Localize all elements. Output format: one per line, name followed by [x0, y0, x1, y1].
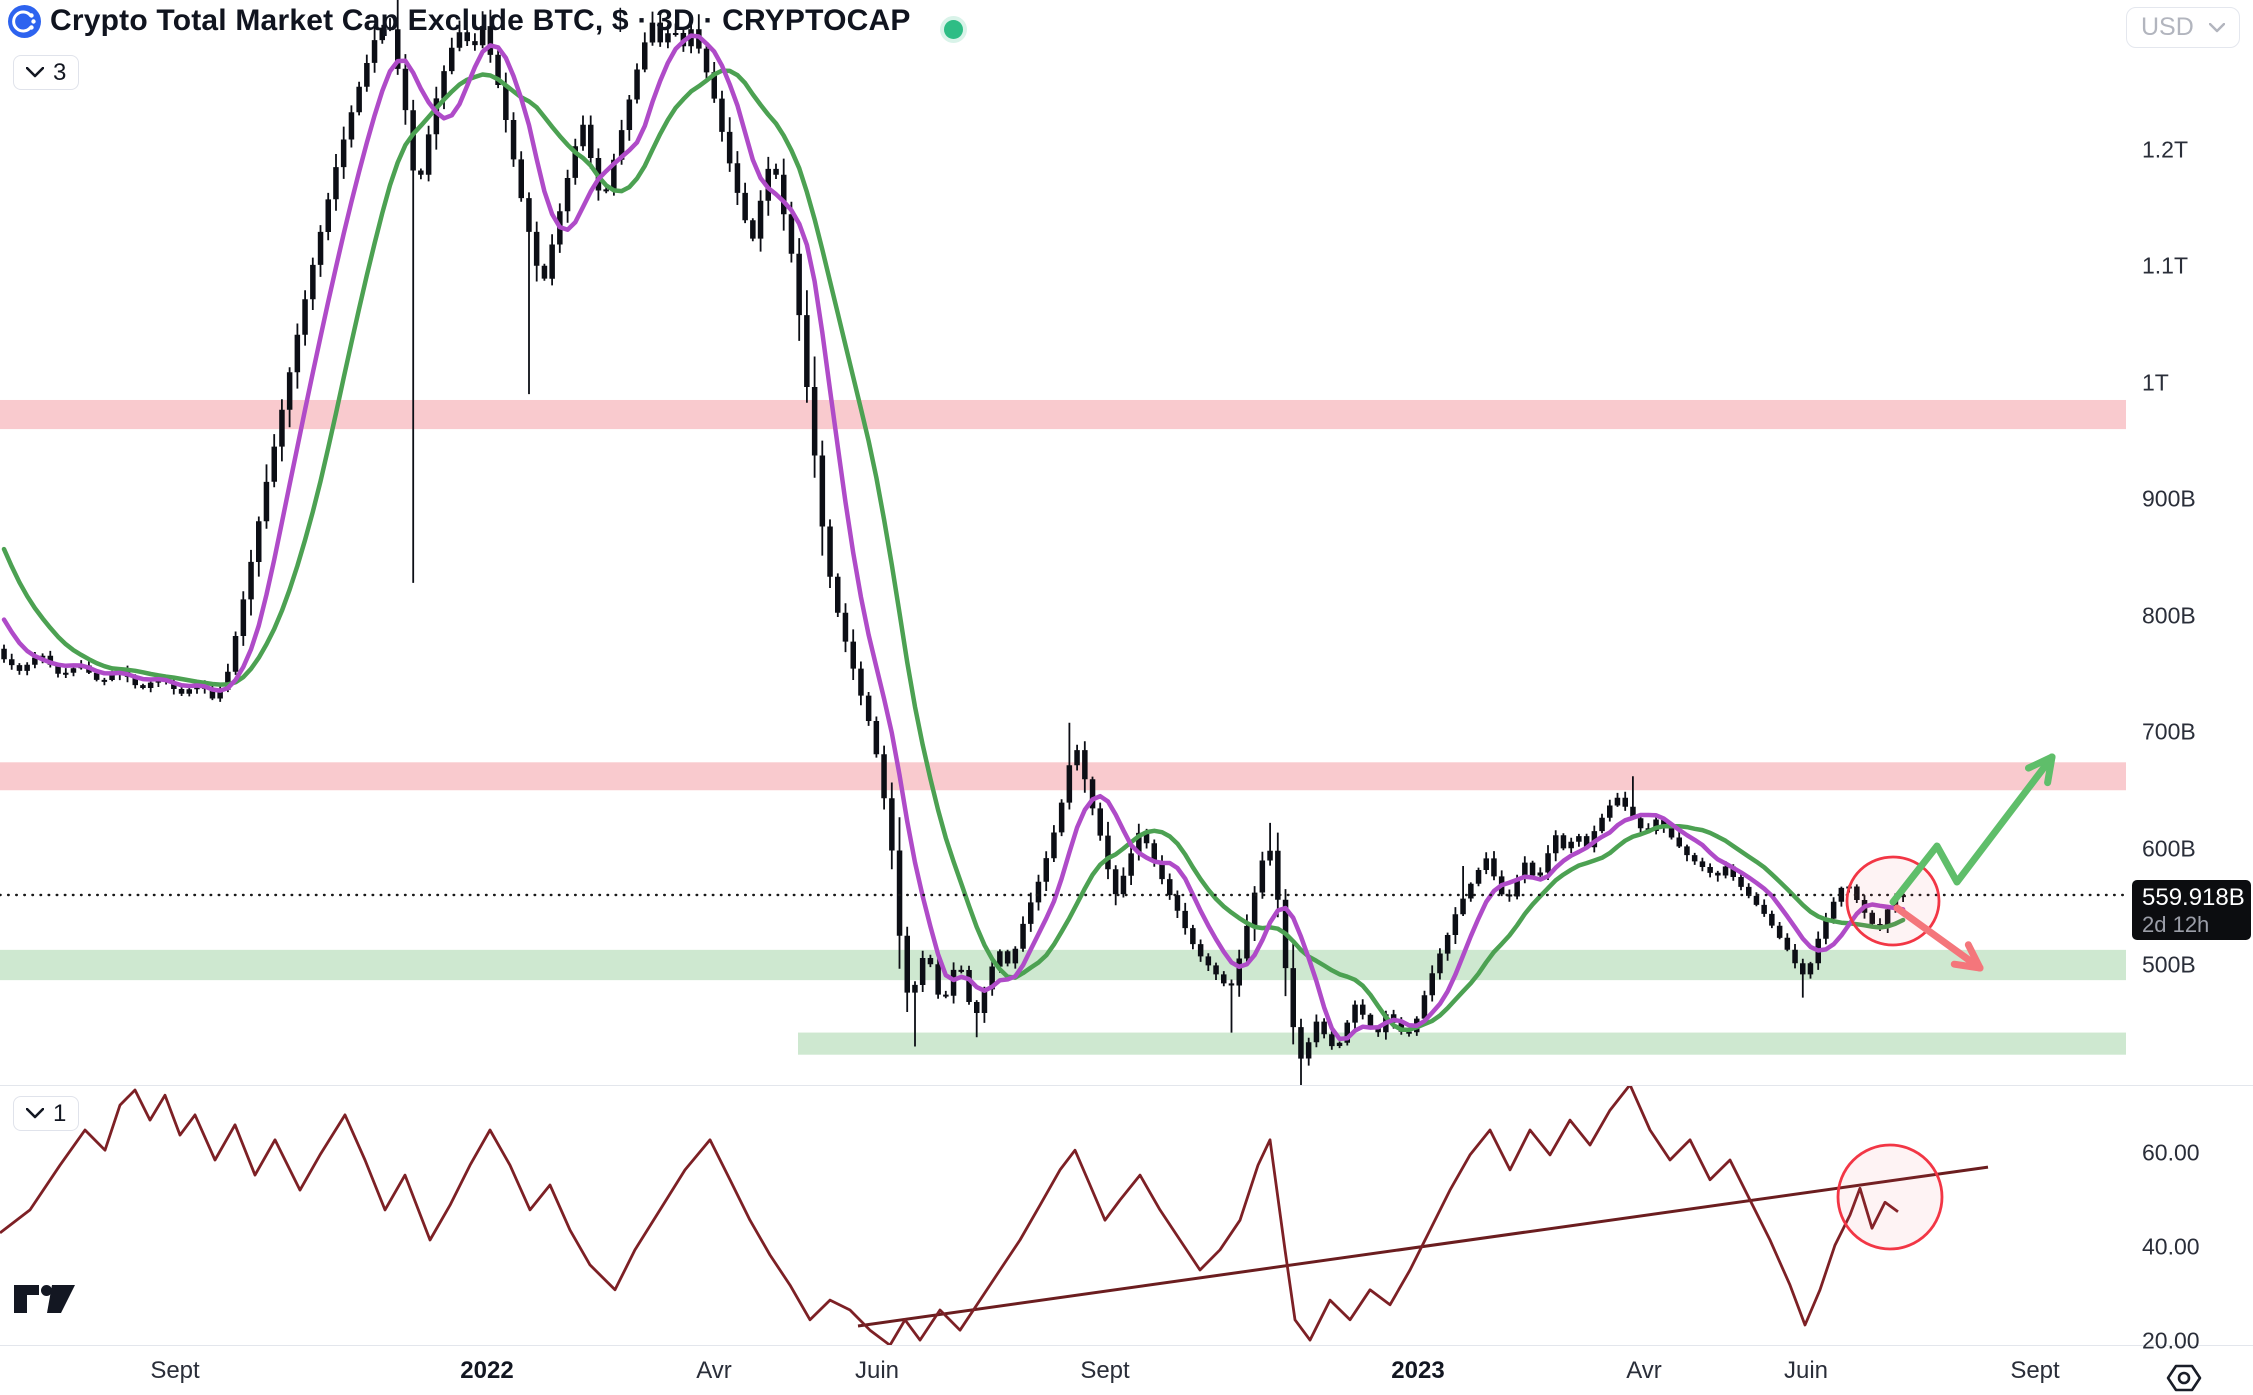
price-scale-label: 700B	[2142, 718, 2196, 745]
time-scale-label: 2022	[460, 1357, 514, 1384]
price-scale-label: 900B	[2142, 485, 2196, 512]
price-scale-label: 1.1T	[2142, 252, 2189, 279]
time-scale-label: Juin	[854, 1357, 900, 1384]
price-scale-label: 800B	[2142, 602, 2196, 628]
currency-selector-button[interactable]: USD	[2126, 7, 2240, 48]
tradingview-logo[interactable]	[13, 1283, 77, 1315]
price-scale-label: 1.2T	[2142, 136, 2189, 162]
rsi-scale-label: 40.00	[2142, 1233, 2200, 1260]
pane-divider[interactable]	[0, 1085, 2253, 1086]
price-pane-indicators-collapse-button[interactable]: 3	[13, 55, 80, 90]
current-price-label: 559.918B 2d 12h	[2132, 880, 2251, 940]
rsi-pane-indicators-collapse-button[interactable]: 1	[13, 1096, 80, 1131]
time-scale-label: Sept	[2010, 1357, 2060, 1384]
time-scale-label: Avr	[1626, 1357, 1662, 1384]
scales-settings-icon[interactable]	[2164, 1362, 2204, 1394]
chevron-down-icon	[26, 1108, 44, 1119]
symbol-title[interactable]: Crypto Total Market Cap Exclude BTC, $ ·…	[50, 4, 911, 37]
time-scale-label: Sept	[1080, 1357, 1130, 1384]
currency-label: USD	[2141, 13, 2194, 41]
price-chart-pane[interactable]	[0, 0, 2130, 1085]
chevron-down-icon	[26, 67, 44, 78]
rsi-indicator-pane[interactable]	[0, 1086, 2130, 1345]
price-scale-label: 500B	[2142, 951, 2196, 978]
time-scale-label: Sept	[150, 1357, 200, 1384]
cryptocap-logo-icon	[8, 5, 41, 38]
rsi-pane-indicators-count: 1	[53, 1099, 67, 1127]
market-status-dot[interactable]	[944, 20, 963, 39]
current-price-value: 559.918B	[2142, 884, 2245, 911]
chevron-down-icon	[2209, 22, 2225, 32]
price-scale-label: 600B	[2142, 835, 2196, 861]
time-axis-divider	[0, 1345, 2253, 1346]
bar-countdown: 2d 12h	[2142, 911, 2210, 937]
rsi-scale-label: 20.00	[2142, 1327, 2200, 1354]
time-scale-label: Avr	[696, 1357, 732, 1384]
rsi-scale-label: 60.00	[2142, 1139, 2200, 1166]
price-pane-indicators-count: 3	[53, 58, 67, 86]
price-scale-label: 1T	[2142, 369, 2169, 395]
time-scale-label: Juin	[1783, 1357, 1829, 1384]
time-scale-label: 2023	[1391, 1357, 1445, 1384]
